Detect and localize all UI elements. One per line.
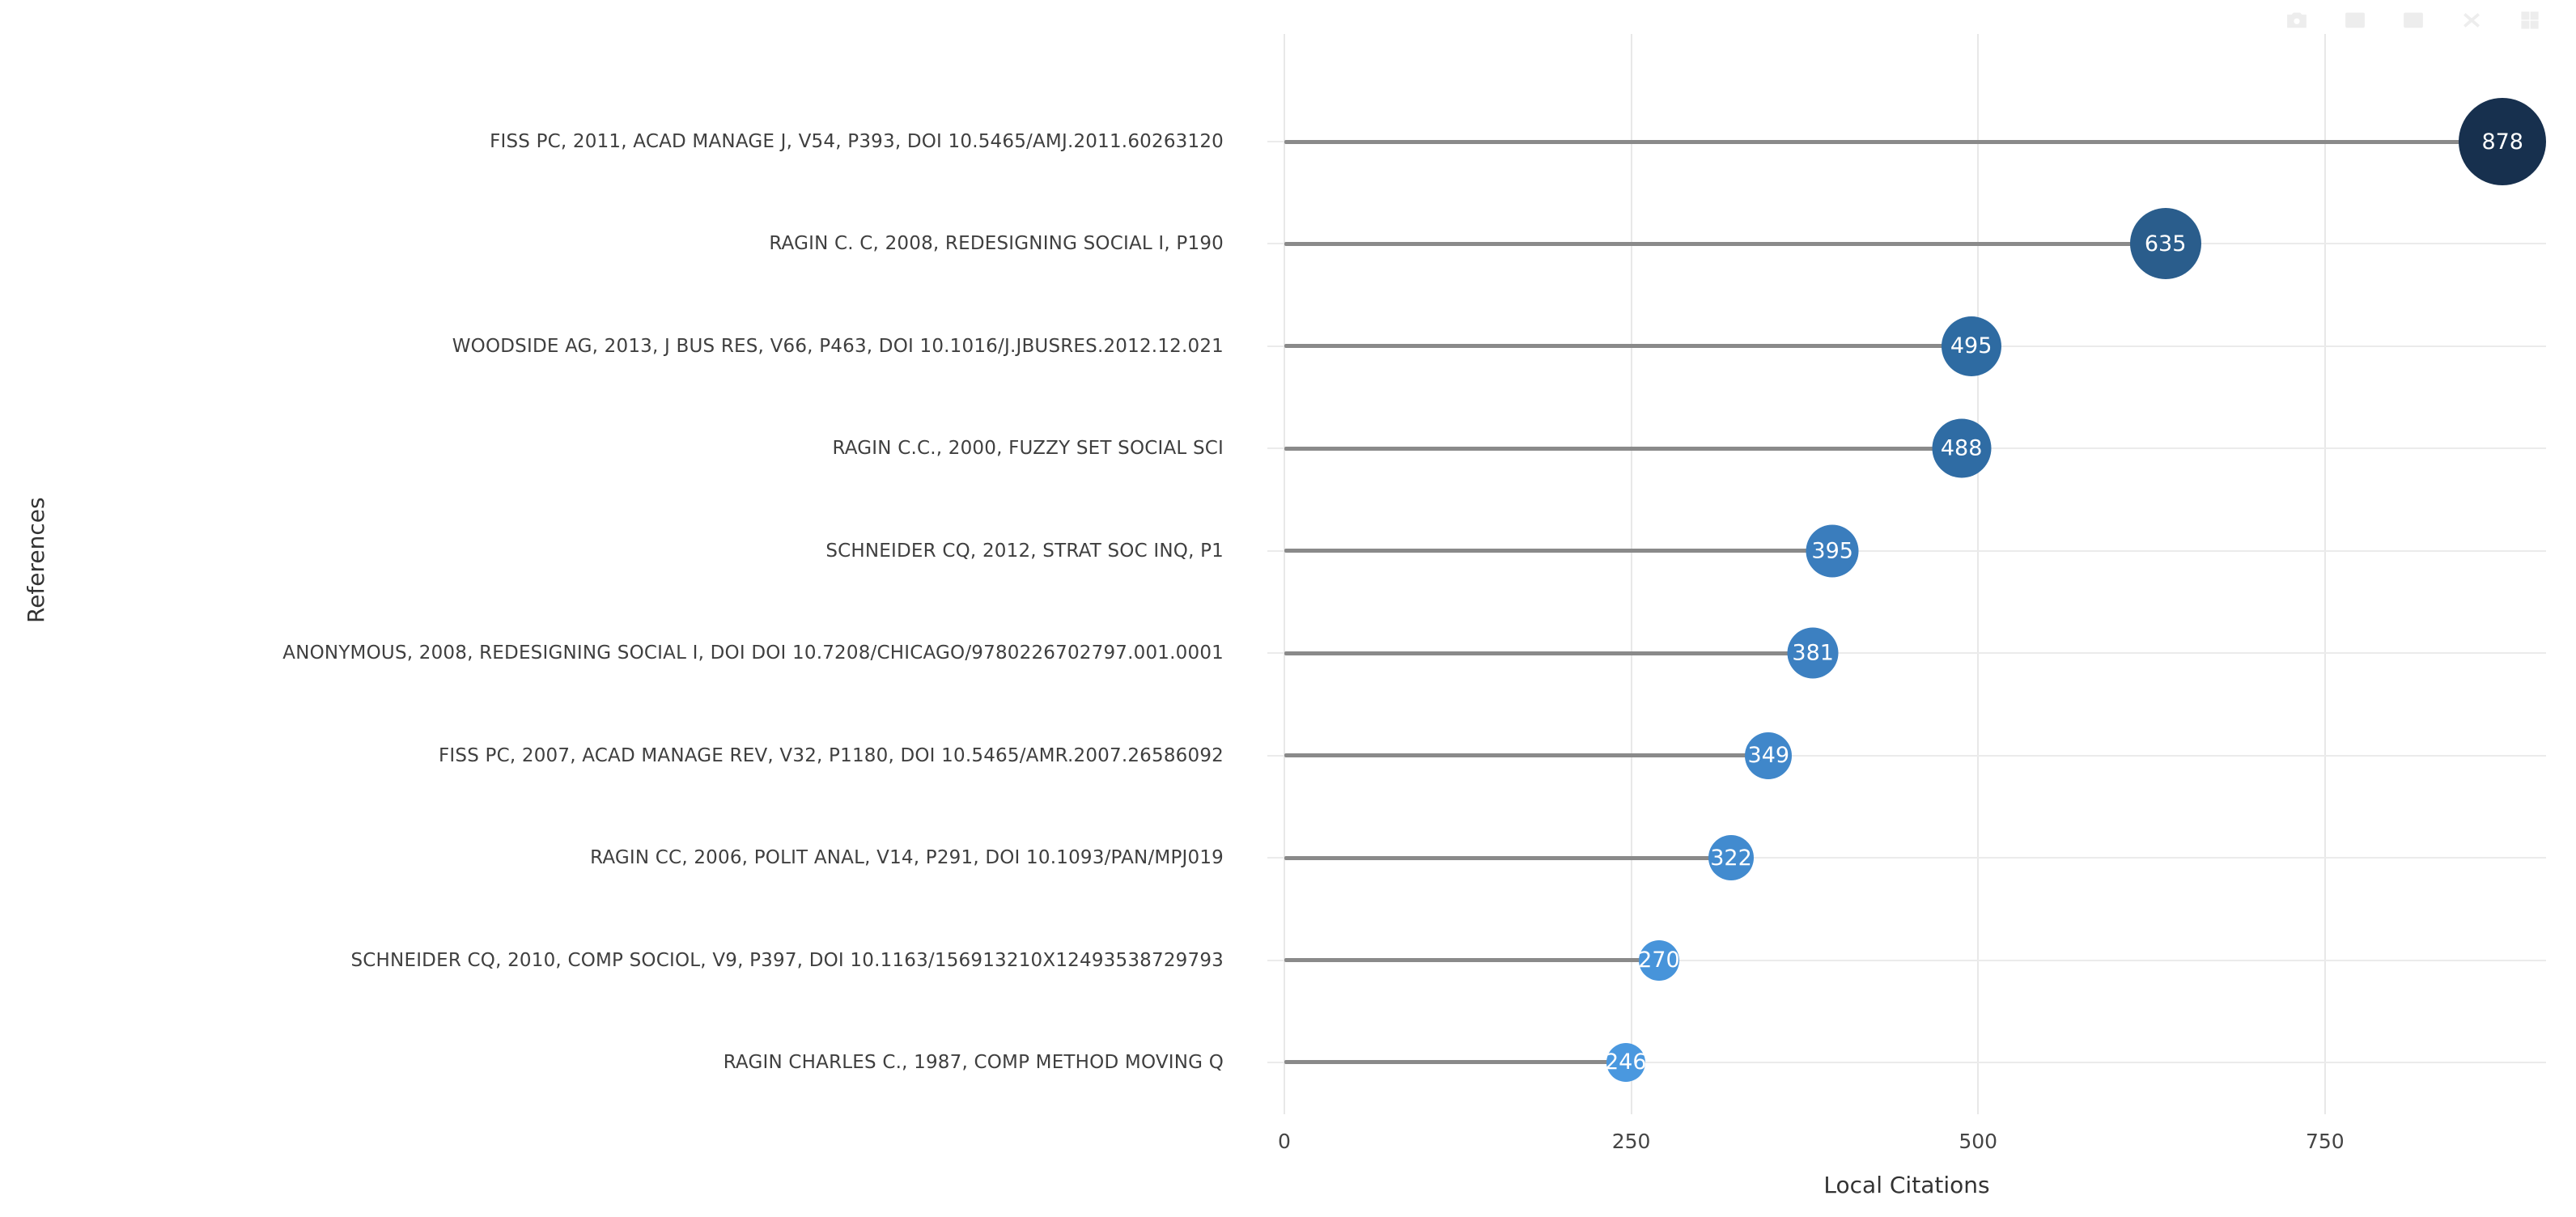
lollipop-stem — [1284, 855, 1732, 860]
zoom-reset-icon[interactable] — [2458, 8, 2485, 32]
citation-dot[interactable]: 349 — [1745, 731, 1793, 779]
reference-label: RAGIN CC, 2006, POLIT ANAL, V14, P291, D… — [590, 847, 1224, 869]
y-gridline — [1267, 754, 2546, 757]
y-gridline — [1267, 652, 2546, 655]
lollipop-stem — [1284, 241, 2166, 246]
axes-grid-icon[interactable] — [2516, 8, 2544, 32]
citation-dot[interactable]: 381 — [1787, 627, 1839, 679]
y-gridline — [1267, 549, 2546, 552]
lollipop-stem — [1284, 958, 1659, 963]
reference-label: RAGIN CHARLES C., 1987, COMP METHOD MOVI… — [723, 1051, 1224, 1073]
lollipop-stem — [1284, 549, 1833, 553]
citation-dot[interactable]: 270 — [1638, 939, 1680, 981]
lollipop-stem — [1284, 139, 2503, 144]
y-gridline — [1267, 857, 2546, 859]
x-tick-label: 0 — [1278, 1130, 1291, 1153]
reference-label: FISS PC, 2011, ACAD MANAGE J, V54, P393,… — [490, 131, 1224, 152]
citation-dot[interactable]: 488 — [1932, 418, 1992, 478]
lollipop-stem — [1284, 651, 1814, 655]
x-tick-label: 750 — [2305, 1130, 2345, 1153]
reference-label: RAGIN C.C., 2000, FUZZY SET SOCIAL SCI — [832, 438, 1224, 460]
citation-dot[interactable]: 878 — [2459, 98, 2547, 185]
x-tick-label: 250 — [1611, 1130, 1651, 1153]
lollipop-stem — [1284, 344, 1971, 349]
reference-label: RAGIN C. C, 2008, REDESIGNING SOCIAL I, … — [769, 233, 1224, 255]
x-gridline — [2323, 34, 2326, 1114]
x-gridline — [1977, 34, 1980, 1114]
citation-dot[interactable]: 246 — [1605, 1042, 1647, 1082]
reference-label: WOODSIDE AG, 2013, J BUS RES, V66, P463,… — [452, 335, 1224, 357]
citation-dot[interactable]: 322 — [1708, 835, 1755, 881]
reference-label: ANONYMOUS, 2008, REDESIGNING SOCIAL I, D… — [282, 642, 1224, 664]
reference-label: SCHNEIDER CQ, 2010, COMP SOCIOL, V9, P39… — [350, 949, 1224, 971]
lollipop-stem — [1284, 753, 1769, 758]
citation-dot[interactable]: 635 — [2129, 208, 2201, 280]
lollipop-stem — [1284, 446, 1962, 451]
citation-dot[interactable]: 395 — [1806, 524, 1859, 578]
camera-icon[interactable] — [2283, 8, 2311, 32]
y-gridline — [1267, 1061, 2546, 1063]
x-gridline — [1630, 34, 1632, 1114]
lollipop-stem — [1284, 1060, 1626, 1065]
reference-label: SCHNEIDER CQ, 2012, STRAT SOC INQ, P1 — [825, 540, 1224, 562]
citation-dot[interactable]: 495 — [1941, 316, 2001, 376]
x-axis-title: Local Citations — [1823, 1172, 1990, 1198]
y-gridline — [1267, 959, 2546, 961]
x-gridline — [1284, 34, 1285, 1114]
plotly-modebar — [2283, 8, 2544, 32]
reference-label: FISS PC, 2007, ACAD MANAGE REV, V32, P11… — [439, 744, 1224, 766]
x-tick-label: 500 — [1959, 1130, 1998, 1153]
pan-icon[interactable] — [2400, 8, 2427, 32]
zoom-box-icon[interactable] — [2341, 8, 2369, 32]
